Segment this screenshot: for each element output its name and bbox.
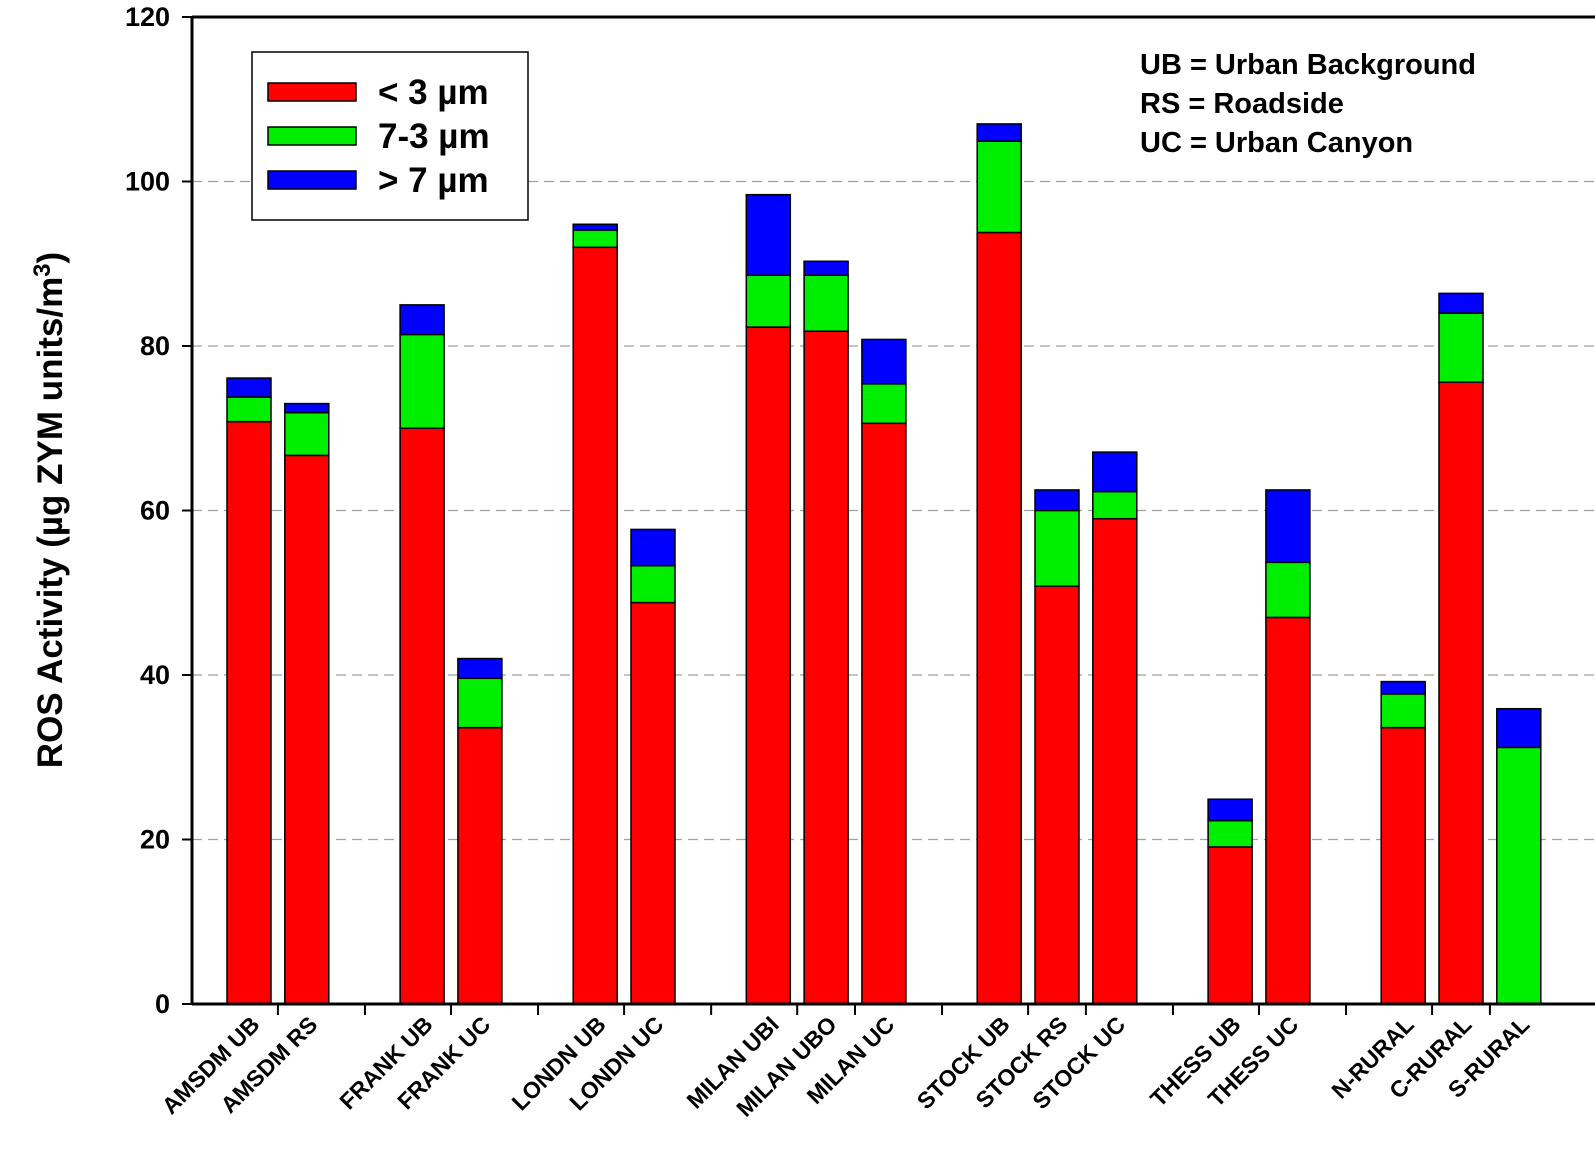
y-ticks: 0 20 40 60 80 100 120 — [125, 2, 192, 1019]
note-ub: UB = Urban Background — [1140, 49, 1476, 81]
bar-segment — [630, 601, 676, 1005]
bar-segment — [745, 193, 792, 277]
note-rs: RS = Roadside — [1140, 88, 1344, 120]
y-tick-label: 80 — [140, 331, 170, 361]
bar-stacks — [226, 123, 1542, 1005]
bar-segment — [861, 422, 907, 1005]
bar-segment — [399, 333, 445, 429]
bar-segment — [1034, 489, 1080, 512]
y-tick-label: 100 — [125, 167, 170, 197]
bar-segment — [1034, 585, 1080, 1005]
bar-segment — [803, 330, 849, 1005]
y-axis-title-suffix: ) — [31, 252, 70, 264]
bar-segment — [226, 396, 272, 423]
bar-segment — [284, 411, 330, 457]
bar-segment — [1092, 490, 1138, 520]
y-tick-label: 60 — [140, 496, 170, 526]
bar-segment — [572, 223, 618, 231]
bar-segment — [1438, 381, 1484, 1005]
bar-segment — [399, 304, 445, 336]
bar-segment — [1380, 693, 1426, 729]
bar-segment — [1092, 451, 1138, 493]
legend-swatch-lt3 — [267, 82, 357, 102]
bar-segment — [1496, 707, 1542, 749]
bar-segment — [284, 402, 330, 414]
bar-segment — [1265, 561, 1311, 619]
bar-segment — [1380, 680, 1426, 695]
bar-segment — [284, 454, 330, 1005]
bar-segment — [861, 338, 907, 385]
bar-segment — [745, 274, 792, 328]
bar-segment — [745, 326, 792, 1005]
bar-segment — [1207, 846, 1253, 1005]
bar-segment — [457, 677, 503, 729]
note-uc: UC = Urban Canyon — [1140, 127, 1413, 159]
bar-segment — [1207, 819, 1253, 848]
bar-segment — [630, 564, 676, 604]
y-axis-title-superscript: 3 — [29, 263, 56, 276]
legend: < 3 µm 7-3 µm > 7 µm — [251, 51, 529, 221]
bar-segment — [976, 231, 1022, 1005]
bar-segment — [630, 528, 676, 567]
bar-segment — [1265, 489, 1311, 564]
legend-swatch-7to3 — [267, 126, 357, 146]
bar-segment — [226, 420, 272, 1005]
legend-swatch-gt7 — [267, 170, 357, 190]
bar-segment — [457, 726, 503, 1005]
bar-segment — [803, 260, 849, 277]
bar-segment — [976, 123, 1022, 142]
bar-segment — [861, 383, 907, 425]
y-tick-label: 40 — [140, 660, 170, 690]
y-tick-label: 120 — [125, 2, 170, 32]
y-tick-label: 0 — [155, 989, 170, 1019]
bar-segment — [803, 274, 849, 332]
legend-label-7to3: 7-3 µm — [378, 117, 490, 156]
y-tick-label: 20 — [140, 825, 170, 855]
y-axis-title: ROS Activity (µg ZYM units/m3) — [29, 252, 70, 768]
bar-segment — [1438, 312, 1484, 383]
bar-segment — [572, 246, 618, 1005]
bar-segment — [1207, 798, 1253, 822]
legend-label-lt3: < 3 µm — [378, 73, 489, 112]
abbreviation-notes: UB = Urban Background RS = Roadside UC =… — [1140, 49, 1476, 159]
bar-segment — [1438, 292, 1484, 314]
bar-segment — [399, 427, 445, 1005]
bar-segment — [976, 140, 1022, 234]
bar-segment — [572, 229, 618, 249]
bar-segment — [1496, 746, 1542, 1005]
legend-label-gt7: > 7 µm — [378, 161, 489, 200]
bar-segment — [226, 377, 272, 398]
bar-segment — [1092, 517, 1138, 1005]
bar-segment — [1380, 726, 1426, 1005]
bar-segment — [1265, 616, 1311, 1005]
bar-segment — [1034, 509, 1080, 587]
bar-segment — [457, 657, 503, 680]
y-axis-title-main: ROS Activity (µg ZYM units/m — [31, 277, 70, 768]
